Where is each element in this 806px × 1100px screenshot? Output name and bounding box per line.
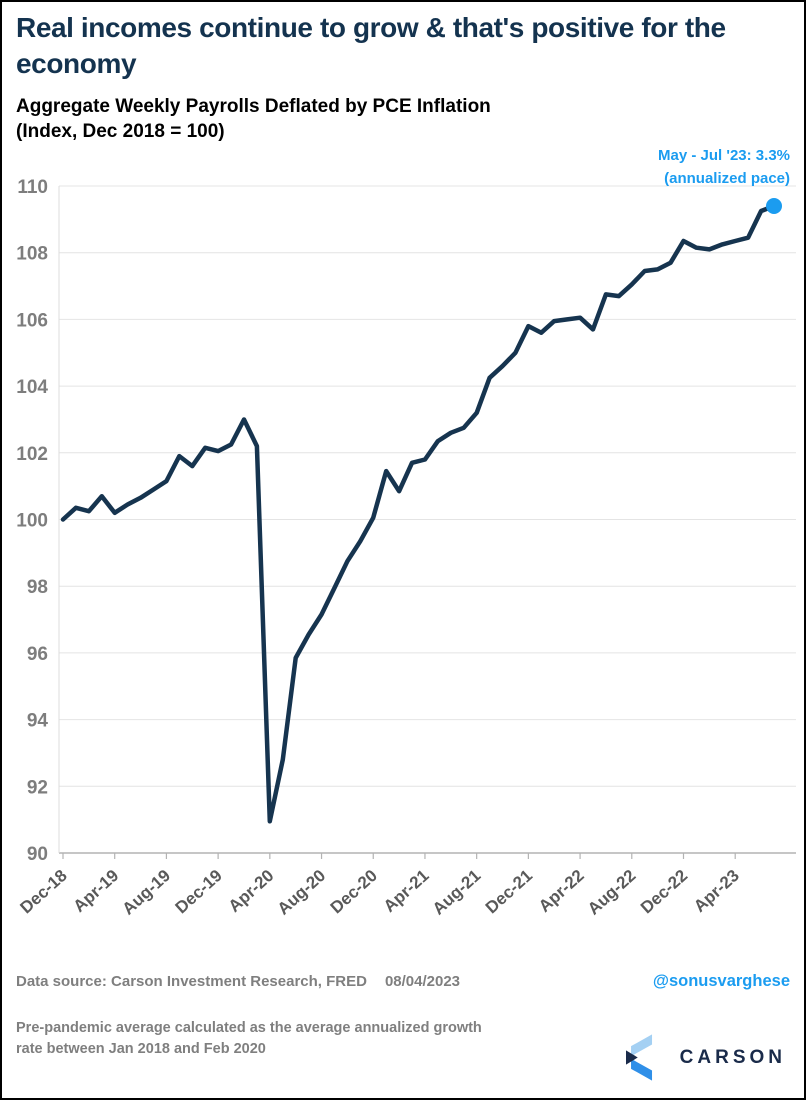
svg-text:Dec-22: Dec-22 [637,866,691,917]
svg-text:Apr-22: Apr-22 [535,866,588,916]
svg-text:Dec-20: Dec-20 [327,866,381,917]
carson-logo-mark-icon [625,1034,652,1081]
svg-text:104: 104 [16,377,48,398]
svg-text:96: 96 [27,644,48,665]
svg-text:Apr-20: Apr-20 [225,866,278,916]
svg-text:Apr-19: Apr-19 [70,866,123,916]
chart-annotation-line2: (annualized pace) [664,170,790,188]
date-text: 08/04/2023 [384,973,461,990]
twitter-handle: @sonusvarghese [652,972,790,990]
svg-text:106: 106 [16,310,48,331]
chart-annotation: May - Jul '23: 3.3% (annualized pace) [658,144,790,191]
svg-text:Aug-20: Aug-20 [274,866,330,919]
svg-text:Apr-23: Apr-23 [690,866,743,916]
data-source-label: Data source: Carson Investment Research,… [16,973,367,990]
svg-text:90: 90 [27,844,48,865]
carson-logo-text: CARSON [679,1046,786,1068]
footer-source-row: Data source: Carson Investment Research,… [16,972,790,991]
svg-text:110: 110 [17,177,48,198]
page-title: Real incomes continue to grow & that's p… [16,12,726,79]
chart-subtitle: Aggregate Weekly Payrolls Deflated by PC… [16,94,716,144]
chart-area: 90 92 94 96 98 100 102 104 106 108 110 Dec-18 Apr-19… [2,140,804,952]
chart-annotation-line1: May - Jul '23: 3.3% [658,147,790,164]
svg-text:102: 102 [16,444,48,465]
svg-text:98: 98 [27,577,48,598]
svg-text:Apr-21: Apr-21 [380,866,433,916]
svg-text:100: 100 [16,511,48,532]
svg-text:Aug-19: Aug-19 [119,866,175,919]
svg-text:Dec-18: Dec-18 [17,866,71,917]
footnote: Pre-pandemic average calculated as the a… [16,1020,482,1058]
line-chart: 90 92 94 96 98 100 102 104 106 108 110 Dec-18Apr-19… [16,177,796,919]
svg-text:Dec-21: Dec-21 [482,866,536,917]
svg-text:94: 94 [27,711,49,732]
svg-text:108: 108 [16,244,48,265]
chart-subtitle-line2: (Index, Dec 2018 = 100) [16,121,225,143]
data-source-text: Data source: Carson Investment Research,… [16,973,460,990]
svg-text:Dec-19: Dec-19 [172,866,226,917]
svg-text:92: 92 [27,777,48,798]
svg-text:Aug-21: Aug-21 [429,866,485,919]
chart-subtitle-line1: Aggregate Weekly Payrolls Deflated by PC… [16,96,491,117]
svg-text:Aug-22: Aug-22 [584,866,640,919]
carson-logo: CARSON [625,1034,786,1081]
